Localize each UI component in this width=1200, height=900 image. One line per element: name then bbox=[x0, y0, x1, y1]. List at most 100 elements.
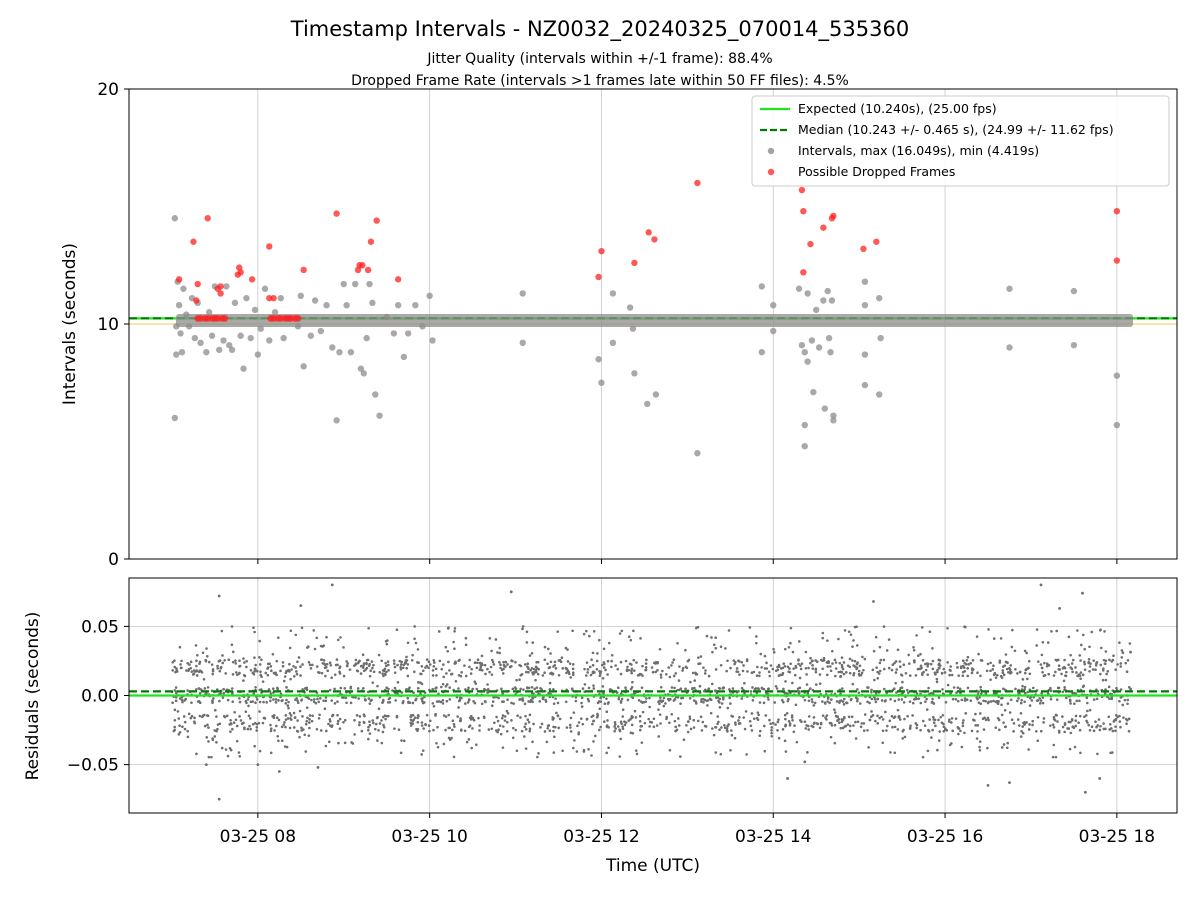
residual-point bbox=[564, 700, 568, 704]
residual-point bbox=[1119, 665, 1123, 668]
residual-point bbox=[378, 671, 382, 674]
dropped-frame-point bbox=[1113, 208, 1121, 215]
residual-point bbox=[1010, 718, 1014, 722]
residual-point bbox=[799, 667, 803, 671]
residual-point bbox=[306, 696, 309, 699]
residual-point bbox=[486, 690, 490, 694]
residual-point bbox=[692, 726, 696, 729]
residual-point bbox=[174, 696, 178, 699]
residual-point bbox=[952, 686, 956, 689]
residual-point bbox=[1052, 674, 1056, 677]
residual-point bbox=[932, 715, 935, 719]
residual-point bbox=[758, 729, 762, 733]
residual-point bbox=[671, 661, 674, 664]
residual-point bbox=[222, 691, 226, 695]
residual-point bbox=[750, 671, 754, 674]
residual-point bbox=[782, 700, 785, 704]
residual-point bbox=[253, 656, 256, 659]
interval-point bbox=[824, 287, 831, 295]
residual-point bbox=[911, 714, 914, 717]
residual-point bbox=[195, 664, 198, 668]
residual-outlier-point bbox=[330, 583, 334, 587]
residual-point bbox=[247, 704, 250, 708]
residual-point bbox=[249, 700, 253, 704]
residual-point bbox=[532, 672, 535, 675]
residual-point bbox=[1099, 672, 1102, 676]
residual-point bbox=[720, 726, 723, 729]
residual-point bbox=[723, 724, 726, 727]
residual-point bbox=[478, 661, 482, 665]
residual-point bbox=[718, 687, 722, 690]
residual-point bbox=[490, 649, 493, 653]
residual-point bbox=[833, 658, 837, 662]
residual-point bbox=[935, 680, 939, 684]
residual-point bbox=[365, 662, 368, 666]
residual-point bbox=[755, 635, 758, 638]
residual-point bbox=[1042, 674, 1046, 678]
residual-point bbox=[207, 660, 211, 664]
residual-point bbox=[448, 669, 451, 672]
residual-point bbox=[684, 687, 687, 691]
residual-point bbox=[521, 625, 525, 628]
residual-point bbox=[1039, 663, 1043, 666]
residual-point bbox=[289, 629, 293, 633]
residual-point bbox=[409, 718, 413, 722]
residual-point bbox=[1083, 715, 1086, 719]
residual-point bbox=[566, 660, 570, 663]
residual-point bbox=[371, 666, 374, 670]
residual-point bbox=[736, 670, 740, 674]
residual-point bbox=[884, 710, 887, 714]
residual-point bbox=[453, 647, 456, 651]
interval-point bbox=[390, 330, 398, 337]
residual-point bbox=[456, 715, 459, 718]
residual-point bbox=[1008, 668, 1012, 672]
residual-point bbox=[1069, 702, 1072, 705]
residual-point bbox=[1099, 663, 1102, 667]
residual-point bbox=[394, 699, 398, 702]
residual-point bbox=[821, 667, 824, 671]
residual-point bbox=[650, 666, 654, 669]
residual-point bbox=[938, 659, 942, 662]
residual-point bbox=[258, 749, 262, 753]
residual-point bbox=[605, 697, 608, 700]
residual-point bbox=[228, 723, 232, 726]
residual-point bbox=[526, 718, 530, 722]
interval-point bbox=[343, 302, 350, 309]
residual-point bbox=[974, 712, 977, 716]
dropped-frame-point bbox=[598, 247, 605, 255]
residual-outlier-point bbox=[1081, 591, 1084, 595]
residual-point bbox=[791, 681, 794, 685]
residual-point bbox=[445, 672, 448, 675]
residual-point bbox=[821, 659, 825, 663]
residual-point bbox=[624, 686, 627, 689]
residual-point bbox=[714, 689, 717, 693]
residual-point bbox=[843, 716, 846, 720]
residual-point bbox=[858, 664, 862, 668]
interval-point bbox=[340, 280, 347, 288]
residual-point bbox=[870, 688, 873, 692]
residual-point bbox=[790, 716, 794, 719]
residual-point bbox=[506, 711, 510, 715]
residual-point bbox=[719, 752, 723, 756]
residual-point bbox=[727, 629, 731, 632]
residual-point bbox=[967, 663, 970, 666]
residual-point bbox=[378, 722, 382, 725]
residual-point bbox=[205, 736, 209, 739]
residual-point bbox=[797, 640, 801, 643]
residual-point bbox=[420, 724, 424, 727]
residual-point bbox=[1129, 687, 1132, 691]
residual-point bbox=[881, 718, 885, 721]
residual-point bbox=[984, 718, 988, 722]
residual-point bbox=[561, 749, 564, 753]
residual-point bbox=[591, 663, 595, 667]
residual-point bbox=[1069, 731, 1073, 735]
residual-point bbox=[582, 632, 586, 636]
residual-point bbox=[457, 659, 460, 663]
residual-point bbox=[704, 669, 707, 672]
residual-point bbox=[204, 658, 208, 662]
interval-point bbox=[357, 365, 365, 372]
residual-point bbox=[1079, 751, 1082, 755]
residual-point bbox=[435, 686, 438, 689]
residual-point bbox=[395, 628, 399, 632]
residual-point bbox=[342, 674, 346, 678]
